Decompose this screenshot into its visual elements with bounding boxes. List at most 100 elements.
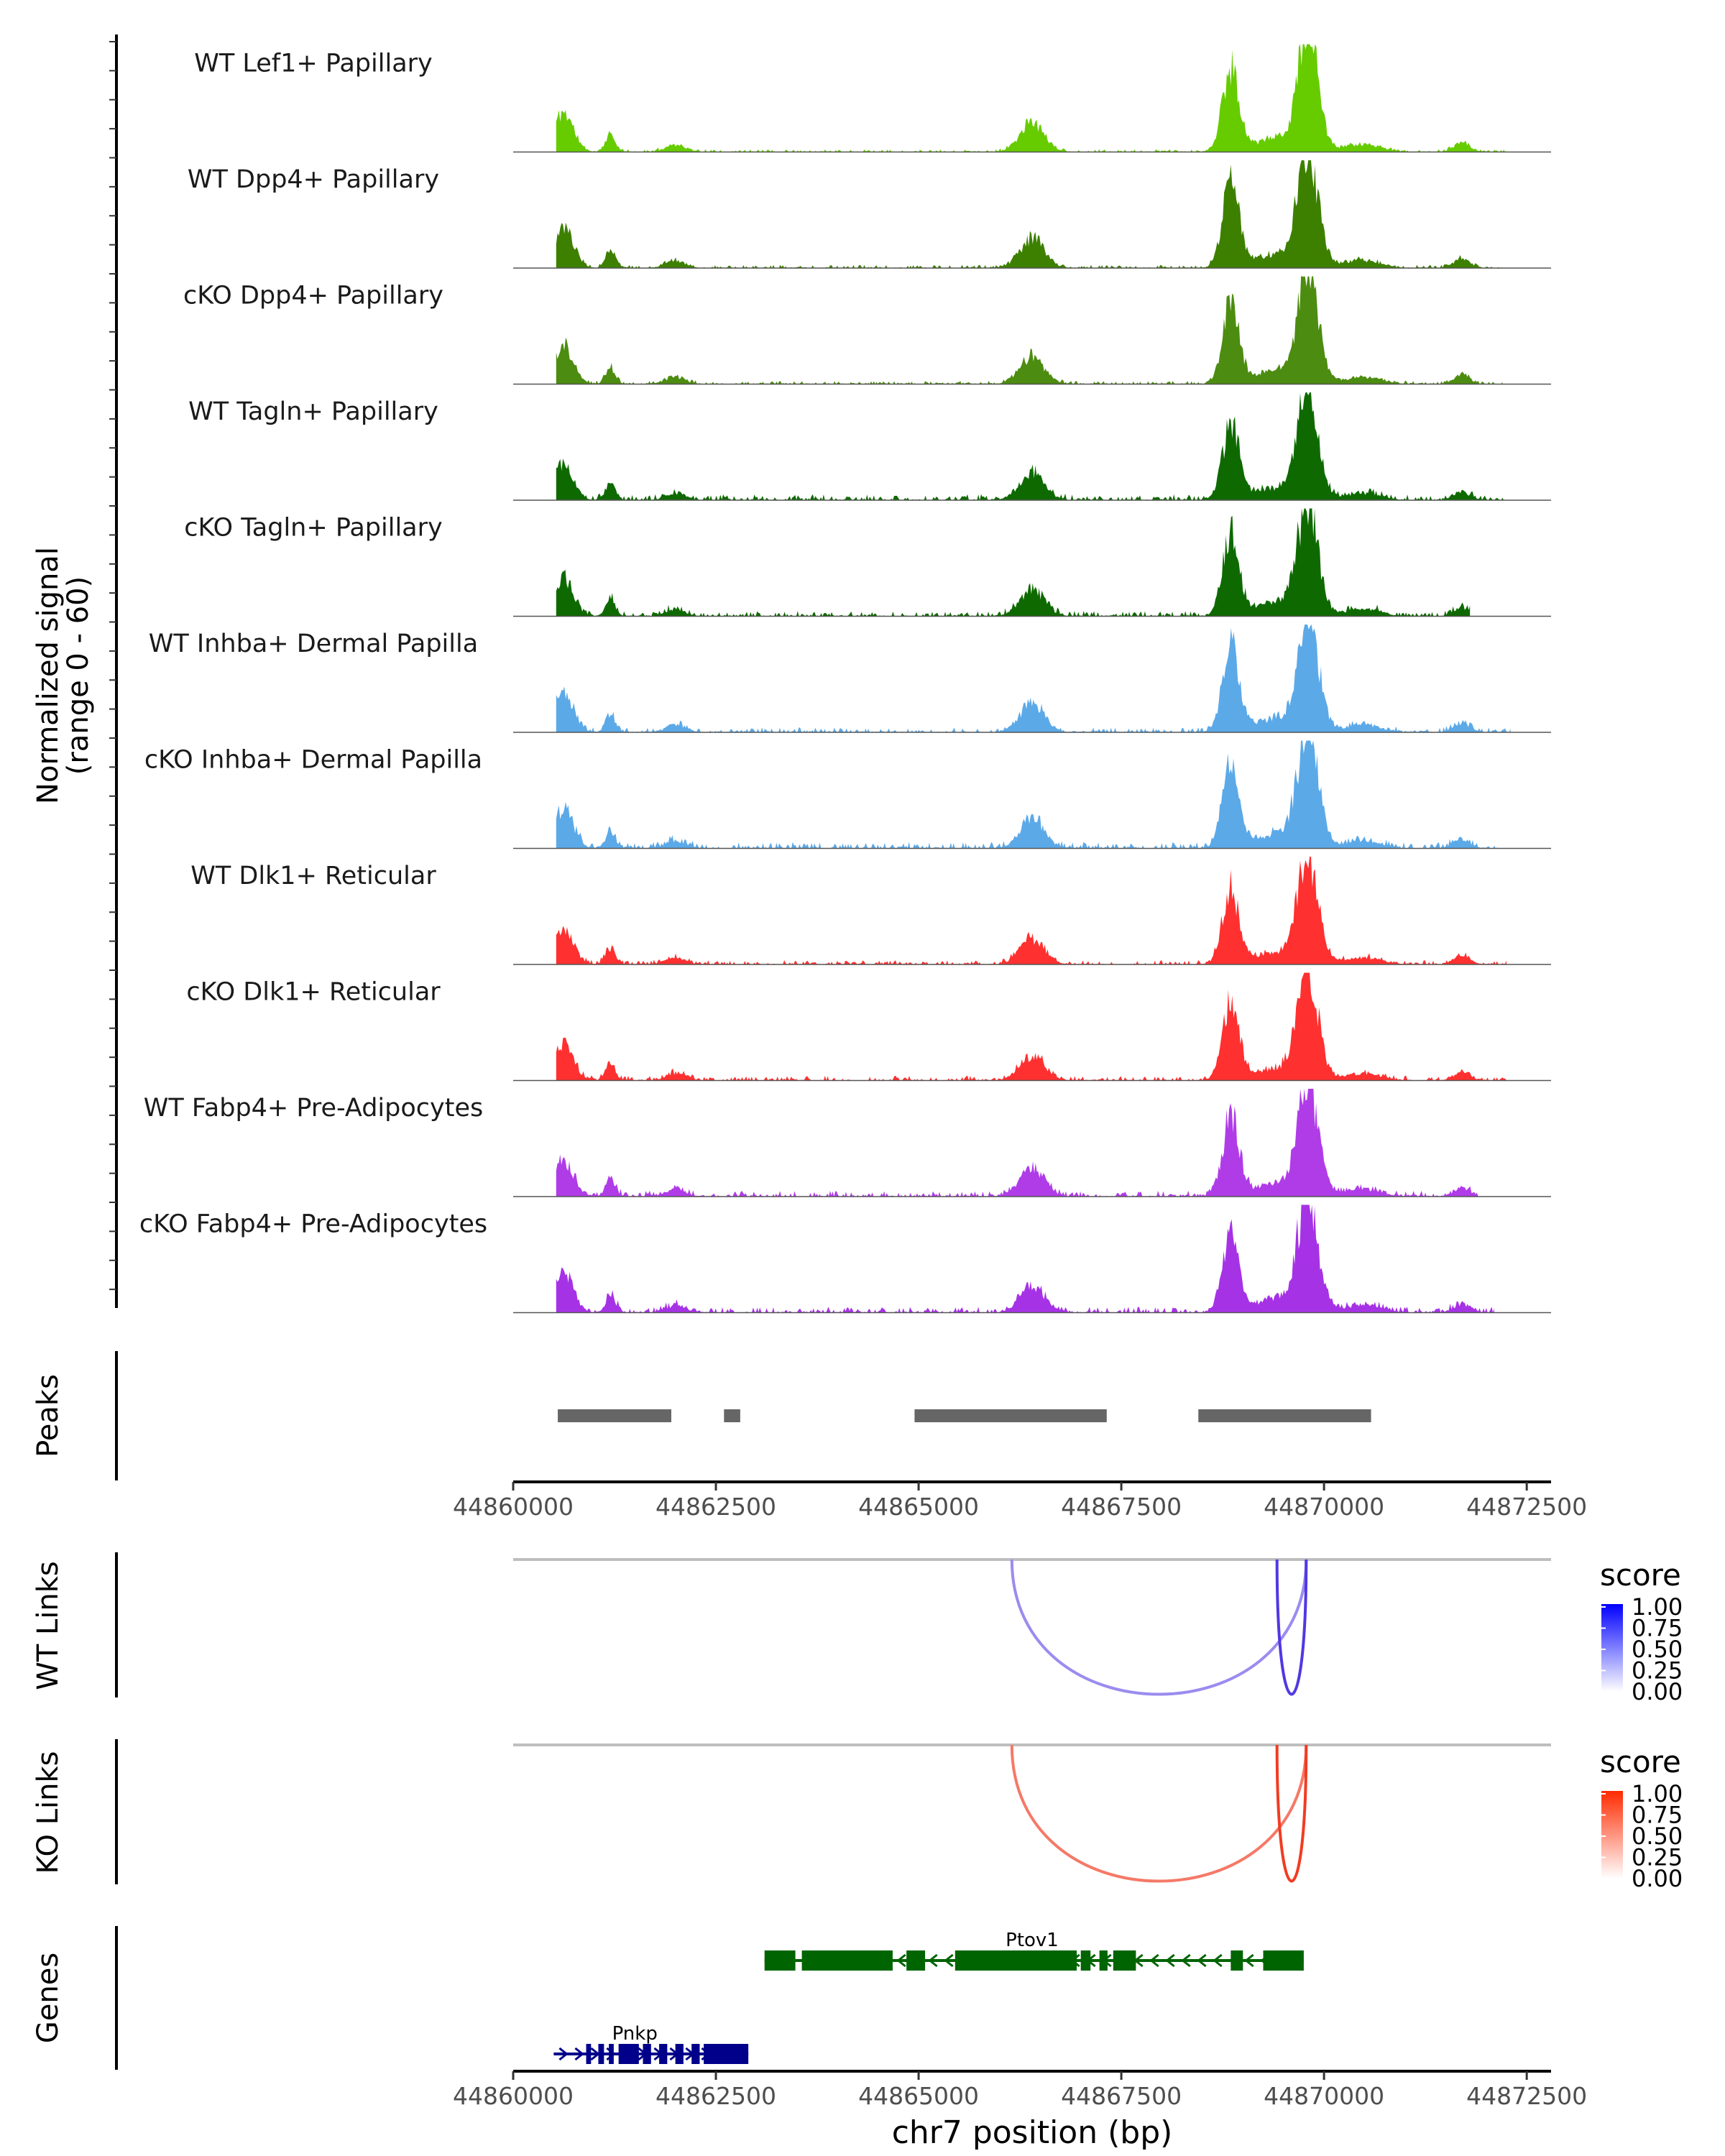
coverage-y-ticks (109, 41, 116, 1291)
legend-tick-label: 1.00 (1632, 1593, 1683, 1621)
track-label: WT Lef1+ Papillary (194, 50, 433, 78)
strand-chevron (590, 2047, 600, 2061)
ko-links-legend-title: score (1600, 1744, 1681, 1779)
coverage-track: WT Dpp4+ Papillary (188, 160, 1551, 269)
peak-interval (914, 1409, 1107, 1422)
coverage-area (556, 392, 1506, 500)
exon (704, 2044, 749, 2064)
peak-intervals (558, 1409, 1371, 1422)
legend-tick-label: 0.50 (1632, 1636, 1683, 1663)
coverage-track: cKO Fabp4+ Pre-Adipocytes (139, 1204, 1551, 1314)
ko-links-legend-ticks: 1.000.750.500.250.00 (1601, 1780, 1683, 1892)
track-label: WT Dpp4+ Papillary (188, 165, 439, 194)
gene-model: Ptov1 (764, 1930, 1304, 1971)
wt-links-y-axis-label: WT Links (32, 1561, 65, 1690)
wt-links-legend-ticks: 1.000.750.500.250.00 (1601, 1593, 1683, 1705)
coverage-track: WT Dlk1+ Reticular (190, 857, 1551, 965)
exon (1080, 1950, 1091, 1971)
x-tick-label: 44872500 (1466, 2082, 1587, 2110)
coverage-area (556, 44, 1506, 152)
track-label: cKO Dpp4+ Papillary (183, 282, 443, 310)
coverage-track: WT Fabp4+ Pre-Adipocytes (144, 1089, 1551, 1197)
exon (618, 2044, 639, 2064)
exon (1263, 1950, 1304, 1971)
exon (675, 2044, 684, 2064)
coverage-y-axis-sublabel: (range 0 - 60) (62, 576, 95, 775)
exon (1099, 1950, 1108, 1971)
ko-links-colorbar (1601, 1791, 1623, 1879)
genes-y-axis-label: Genes (32, 1953, 65, 2043)
strand-chevron (1213, 1953, 1223, 1968)
peak-interval (558, 1409, 671, 1422)
strand-chevron (944, 1953, 954, 1968)
strand-chevron (1149, 1953, 1159, 1968)
strand-chevron (1165, 1953, 1175, 1968)
x-tick-label: 44865000 (858, 1493, 979, 1521)
ko-links-panel: KO Links score 1.000.750.500.250.00 (32, 1739, 1683, 1892)
strand-chevron (1181, 1953, 1191, 1968)
legend-tick-label: 0.25 (1632, 1844, 1683, 1871)
x-tick-label: 44867500 (1061, 1493, 1182, 1521)
exon (764, 1950, 796, 1971)
wt-links-panel: WT Links score 1.000.750.500.250.00 (32, 1552, 1683, 1705)
track-label: cKO Tagln+ Papillary (184, 514, 443, 543)
strand-chevron (1197, 1953, 1207, 1968)
coverage-track: WT Tagln+ Papillary (188, 392, 1551, 501)
coverage-track: WT Lef1+ Papillary (194, 44, 1551, 153)
coverage-area (556, 160, 1506, 268)
track-label: WT Dlk1+ Reticular (190, 862, 436, 890)
coverage-area (556, 1204, 1494, 1313)
coverage-track: cKO Inhba+ Dermal Papilla (144, 740, 1551, 849)
coverage-track: cKO Tagln+ Papillary (184, 508, 1551, 617)
coverage-area (556, 972, 1506, 1081)
coverage-area (556, 625, 1511, 732)
genes-panel: Genes Ptov1 Pnkp 44860000 44862500 44865000… (32, 1926, 1587, 2151)
wt-links-colorbar (1601, 1604, 1623, 1692)
gene-model: Pnkp (553, 2023, 749, 2064)
link-arc (1010, 1559, 1308, 1696)
exon (801, 1950, 893, 1971)
strand-chevron (928, 1953, 938, 1968)
track-label: WT Tagln+ Papillary (188, 397, 438, 426)
genes-x-axis-label: chr7 position (bp) (892, 2114, 1173, 2151)
track-label: WT Fabp4+ Pre-Adipocytes (144, 1094, 483, 1123)
coverage-track: cKO Dlk1+ Reticular (186, 972, 1551, 1082)
x-tick-label: 44862500 (656, 1493, 776, 1521)
legend-tick-label: 0.75 (1632, 1615, 1683, 1642)
ko-links-legend: score 1.000.750.500.250.00 (1600, 1744, 1683, 1892)
coverage-area (556, 508, 1471, 617)
x-tick-label: 44867500 (1061, 2082, 1182, 2110)
peaks-y-axis-label: Peaks (32, 1374, 65, 1457)
exon (609, 2044, 614, 2064)
strand-chevron (558, 2047, 569, 2061)
x-tick-label: 44870000 (1264, 1493, 1384, 1521)
x-tick-label: 44862500 (656, 2082, 776, 2110)
track-label: WT Inhba+ Dermal Papilla (149, 630, 478, 658)
legend-tick-label: 1.00 (1632, 1780, 1683, 1807)
strand-chevron (896, 1953, 906, 1968)
wt-links-legend-title: score (1600, 1557, 1681, 1593)
coverage-area (556, 276, 1503, 384)
legend-tick-label: 0.25 (1632, 1657, 1683, 1685)
wt-links-arcs (1010, 1559, 1308, 1696)
gene-name-label: Ptov1 (1006, 1930, 1059, 1951)
legend-tick-label: 0.00 (1632, 1865, 1683, 1892)
coverage-track: WT Inhba+ Dermal Papilla (149, 625, 1551, 733)
strand-chevron (1244, 1953, 1254, 1968)
exon (598, 2044, 604, 2064)
exon (906, 1950, 926, 1971)
ko-links-arcs (1010, 1744, 1308, 1883)
coverage-tracks: WT Lef1+ Papillary WT Dpp4+ Papillary cKO … (139, 44, 1551, 1314)
gene-name-label: Pnkp (612, 2023, 658, 2045)
track-label: cKO Dlk1+ Reticular (186, 978, 441, 1007)
legend-tick-label: 0.75 (1632, 1802, 1683, 1829)
strand-chevron (574, 2047, 584, 2061)
peaks-panel: Peaks 44860000 44862500 44865000 44867500 44… (32, 1351, 1587, 1521)
exon (1113, 1950, 1136, 1971)
peak-interval (1198, 1409, 1371, 1422)
gene-models: Ptov1 Pnkp (553, 1930, 1304, 2064)
x-tick-label: 44870000 (1264, 2082, 1384, 2110)
link-arc (1275, 1559, 1308, 1696)
coverage-area (556, 1089, 1478, 1197)
